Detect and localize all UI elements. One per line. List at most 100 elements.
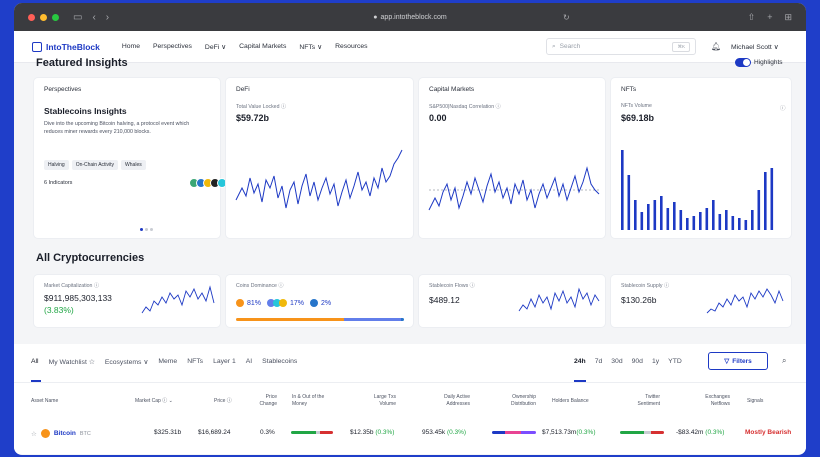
twitter-sentiment-bar — [620, 431, 664, 434]
tvl-sparkline — [235, 149, 403, 209]
nfts-card[interactable]: NFTs ⓘ NFTs Volume $69.18b — [611, 78, 791, 238]
nav-nfts[interactable]: NFTs ∨ — [299, 43, 323, 51]
logo-icon — [32, 41, 42, 52]
sidebar-icon[interactable]: ▭ — [73, 11, 83, 23]
browser-nav: ▭ ‹ › — [73, 12, 109, 23]
header-ownership[interactable]: Ownership Distribution — [510, 394, 536, 407]
nav-capital-markets[interactable]: Capital Markets — [239, 42, 287, 50]
header-market-cap[interactable]: Market Cap ⓘ ⌄ — [135, 398, 173, 405]
help-icon[interactable]: ⓘ — [278, 283, 284, 289]
tag[interactable]: Halving — [44, 160, 69, 170]
asset-ticker: BTC — [79, 430, 91, 437]
correlation-line — [428, 166, 600, 211]
tab-stablecoins[interactable]: Stablecoins — [262, 358, 298, 365]
header-netflows[interactable]: Exchanges Netflows — [705, 394, 730, 407]
flows-sparkline — [518, 287, 600, 312]
table-row[interactable]: ☆ Bitcoin BTC — [31, 429, 91, 438]
metric-name: S&P500|Nasdaq Correlation — [429, 104, 495, 110]
tab-all[interactable]: All — [31, 358, 39, 365]
market-cap-card[interactable]: Market Capitalization ⓘ $911,985,303,133… — [34, 275, 220, 327]
logo[interactable]: IntoTheBlock — [32, 41, 100, 52]
forward-icon[interactable]: › — [105, 11, 110, 23]
header-holders-balance[interactable]: Holders Balance — [552, 398, 589, 404]
toggle-switch[interactable] — [735, 58, 751, 67]
header-asset-name[interactable]: Asset Name — [31, 398, 59, 404]
range-24h[interactable]: 24h — [574, 358, 586, 365]
header-price-change[interactable]: Price Change — [259, 394, 277, 407]
nav-home[interactable]: Home — [121, 42, 140, 50]
table-search-icon[interactable]: ⌕ — [782, 356, 787, 365]
header-in-out-money[interactable]: In & Out of the Money — [292, 394, 325, 407]
supply-value: $130.26b — [621, 295, 657, 305]
card-label: NFTs — [621, 86, 637, 93]
nav-defi[interactable]: DeFi ∨ — [204, 43, 227, 51]
help-icon[interactable]: ⓘ — [663, 283, 670, 289]
carousel-dot[interactable] — [140, 228, 143, 231]
tab-ecosystems[interactable]: Ecosystems ∨ — [104, 359, 149, 366]
bell-icon[interactable]: 🔔︎ — [711, 42, 722, 51]
header-price[interactable]: Price ⓘ — [214, 398, 232, 405]
large-txs-value: $12.35b — [350, 429, 374, 436]
nft-volume-bar — [718, 214, 722, 230]
carousel-dot[interactable] — [150, 228, 153, 231]
header-daily-active[interactable]: Daily Active Addresses — [444, 394, 470, 407]
tag[interactable]: Whales — [121, 160, 146, 170]
nav-resources[interactable]: Resources — [335, 42, 368, 50]
nav-perspectives[interactable]: Perspectives — [152, 42, 192, 50]
tab-ai[interactable]: AI — [245, 358, 253, 365]
maximize-window-button[interactable] — [52, 13, 59, 21]
header-twitter[interactable]: Twitter Sentiment — [637, 394, 660, 407]
header-signals[interactable]: Signals — [747, 398, 764, 404]
eth-dominance: 17% — [290, 299, 305, 307]
range-90d[interactable]: 90d — [631, 358, 643, 365]
share-icon[interactable]: ⇧ — [747, 11, 756, 22]
sort-icon[interactable]: ⌄ — [168, 398, 173, 404]
asset-name[interactable]: Bitcoin — [53, 430, 76, 437]
help-icon[interactable]: ⓘ — [162, 398, 168, 404]
header-large-txs[interactable]: Large Txs Volume — [373, 394, 396, 407]
new-tab-icon[interactable]: + — [767, 11, 773, 22]
help-icon[interactable]: ⓘ — [280, 104, 287, 110]
tab-nfts[interactable]: NFTs — [187, 358, 204, 365]
perspectives-card[interactable]: Perspectives Stablecoins Insights Dive i… — [34, 78, 227, 238]
market-cap-cell: $325.31b — [154, 429, 182, 436]
capital-markets-card[interactable]: Capital Markets S&P500|Nasdaq Correlatio… — [419, 78, 605, 238]
back-icon[interactable]: ‹ — [92, 11, 96, 23]
bitcoin-icon — [236, 299, 244, 307]
help-icon[interactable]: ⓘ — [93, 283, 100, 289]
stablecoin-supply-card[interactable]: Stablecoin Supply ⓘ $130.26b — [611, 275, 791, 327]
search-input[interactable]: ⌕ Search ⌘K — [546, 38, 696, 55]
star-icon[interactable]: ☆ — [31, 430, 37, 438]
range-7d[interactable]: 7d — [594, 358, 603, 365]
search-shortcut: ⌘K — [672, 41, 690, 52]
tab-layer1[interactable]: Layer 1 — [213, 358, 236, 365]
user-menu[interactable]: Michael Scott ∨ — [731, 43, 779, 51]
range-30d[interactable]: 30d — [611, 358, 623, 365]
tab-watchlist[interactable]: My Watchlist ☆ — [48, 359, 95, 366]
tab-overview-icon[interactable]: ⊞ — [784, 11, 792, 22]
carousel-dot[interactable] — [145, 228, 148, 231]
coins-dominance-card[interactable]: Coins Dominance ⓘ 81% 17% 2% — [226, 275, 413, 327]
range-ytd[interactable]: YTD — [668, 358, 682, 365]
indicator-count: 6 Indicators — [44, 180, 73, 186]
large-txs-cell: $12.35b (0.3%) — [350, 429, 394, 436]
help-icon[interactable]: ⓘ — [469, 283, 475, 289]
metric-label: S&P500|Nasdaq Correlation ⓘ — [429, 103, 501, 110]
close-window-button[interactable] — [28, 13, 35, 21]
filters-button[interactable]: ▽ Filters — [708, 352, 768, 370]
stablecoin-flows-card[interactable]: Stablecoin Flows ⓘ $489.12 — [419, 275, 605, 327]
tab-meme[interactable]: Meme — [158, 358, 178, 365]
card-label: Capital Markets — [429, 86, 475, 93]
nft-volume-bar — [660, 196, 663, 230]
help-icon[interactable]: ⓘ — [780, 106, 786, 112]
reload-icon[interactable]: ↻ — [563, 12, 570, 22]
tag[interactable]: On-Chain Activity — [71, 160, 119, 170]
highlights-toggle[interactable]: Highlights — [735, 58, 783, 67]
address-bar[interactable]: ● app.intotheblock.com — [373, 14, 446, 21]
help-icon[interactable]: ⓘ — [495, 104, 501, 110]
range-1y[interactable]: 1y — [651, 358, 660, 365]
metric-value: $69.18b — [621, 113, 655, 123]
minimize-window-button[interactable] — [40, 13, 47, 21]
defi-card[interactable]: DeFi Total Value Locked ⓘ $59.72b — [226, 78, 413, 238]
help-icon[interactable]: ⓘ — [226, 398, 232, 404]
